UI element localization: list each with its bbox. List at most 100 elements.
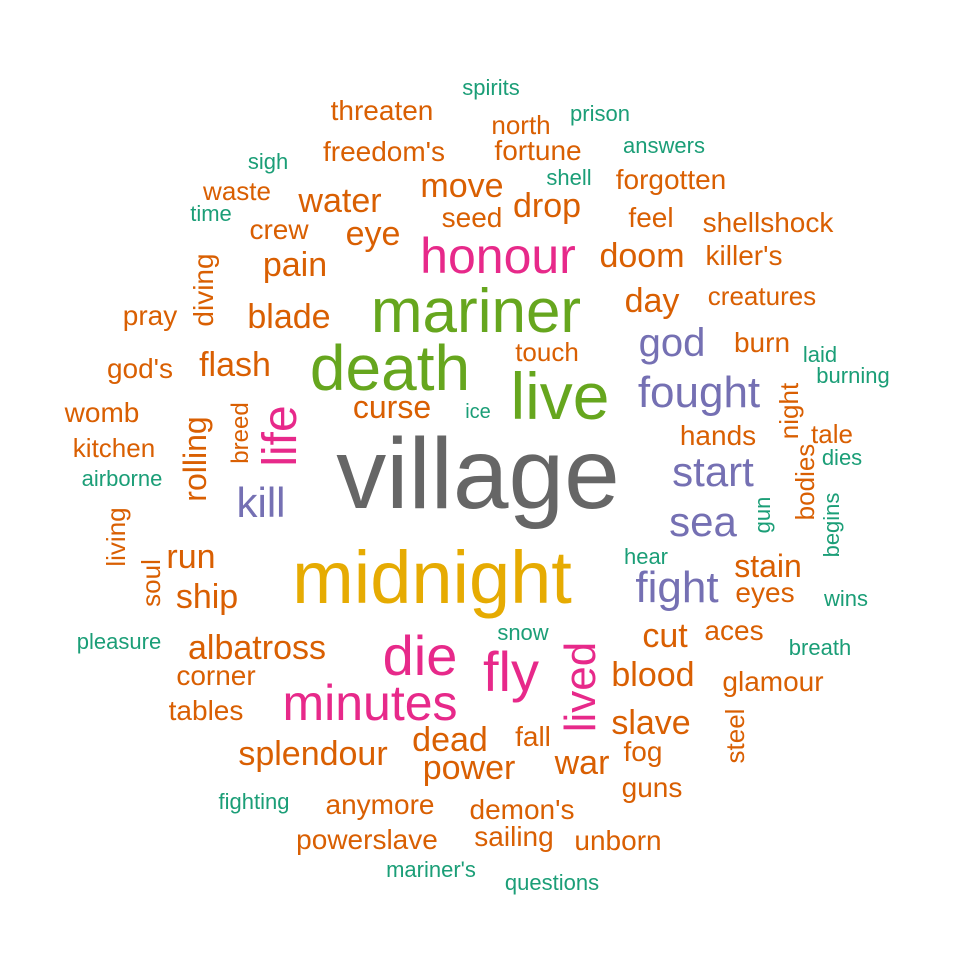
word-ice: ice (465, 401, 491, 423)
word-laid: laid (802, 342, 838, 367)
word-womb: womb (64, 397, 140, 428)
word-blade: blade (247, 298, 331, 336)
word-creatures: creatures (707, 281, 817, 311)
word-waste: waste (203, 176, 271, 206)
word-death: death (309, 332, 471, 404)
word-mariner: mariner (370, 277, 582, 346)
word-eyes: eyes (735, 577, 795, 608)
word-fog: fog (623, 736, 663, 767)
word-airborne: airborne (81, 466, 163, 491)
word-splendour: splendour (238, 735, 388, 773)
word-touch: touch (515, 337, 579, 367)
word-sailing: sailing (474, 821, 554, 852)
word-move: move (420, 167, 504, 205)
word-breath: breath (788, 635, 852, 660)
word-killer-s: killer's (705, 240, 783, 271)
word-forgotten: forgotten (615, 164, 727, 195)
word-war: war (554, 744, 610, 782)
word-powerslave: powerslave (296, 824, 438, 855)
word-wins: wins (823, 586, 869, 611)
word-time: time (190, 201, 232, 226)
word-drop: drop (512, 187, 582, 225)
word-bodies: bodies (790, 443, 820, 521)
word-run: run (166, 538, 216, 576)
word-steel: steel (720, 708, 750, 764)
word-cut: cut (642, 617, 688, 655)
word-corner: corner (176, 660, 256, 691)
word-mariner-s: mariner's (386, 857, 476, 882)
word-diving: diving (188, 253, 219, 327)
word-soul: soul (136, 559, 166, 607)
word-dies: dies (821, 445, 863, 470)
word-water: water (298, 182, 382, 220)
word-pain: pain (262, 246, 328, 284)
word-questions: questions (504, 870, 600, 895)
word-curse: curse (352, 389, 432, 425)
word-snow: snow (497, 620, 549, 645)
word-shellshock: shellshock (702, 207, 834, 238)
word-sigh: sigh (247, 149, 289, 174)
word-rolling: rolling (177, 416, 213, 502)
word-prison: prison (570, 101, 630, 126)
word-living: living (101, 507, 131, 567)
word-burn: burn (733, 327, 791, 358)
word-eye: eye (345, 215, 401, 253)
word-demon-s: demon's (469, 794, 575, 825)
word-tale: tale (811, 419, 853, 449)
word-tables: tables (168, 695, 244, 726)
word-live: live (510, 359, 610, 433)
word-albatross: albatross (188, 629, 326, 667)
word-ship: ship (175, 578, 239, 616)
word-lived: lived (556, 641, 605, 733)
word-fly: fly (483, 640, 539, 703)
word-day: day (624, 282, 680, 320)
word-sea: sea (669, 498, 737, 545)
word-night: night (774, 382, 804, 440)
word-god-s: god's (106, 353, 174, 384)
word-fought: fought (637, 368, 761, 417)
word-burning: burning (816, 363, 890, 388)
word-honour: honour (420, 228, 576, 284)
word-pray: pray (122, 300, 178, 331)
word-village: village (336, 418, 620, 530)
word-god: god (638, 321, 706, 365)
word-gun: gun (750, 496, 775, 534)
word-doom: doom (599, 237, 685, 275)
word-answers: answers (623, 133, 705, 158)
word-fall: fall (515, 721, 551, 752)
word-flash: flash (199, 346, 271, 384)
word-start: start (672, 448, 754, 495)
word-kill: kill (236, 479, 286, 526)
word-minutes: minutes (282, 675, 458, 731)
word-begins: begins (819, 492, 844, 558)
word-freedom-s: freedom's (322, 136, 446, 167)
word-threaten: threaten (330, 95, 434, 126)
word-north: north (491, 110, 551, 140)
word-fortune: fortune (494, 135, 582, 166)
word-unborn: unborn (574, 825, 662, 856)
word-fight: fight (635, 563, 719, 612)
word-kitchen: kitchen (72, 433, 156, 463)
word-crew: crew (249, 214, 309, 245)
word-hands: hands (679, 420, 757, 451)
word-die: die (382, 624, 458, 687)
word-breed: breed (227, 402, 254, 464)
word-power: power (422, 749, 516, 787)
word-seed: seed (441, 202, 503, 233)
word-feel: feel (628, 202, 674, 233)
word-dead: dead (412, 721, 488, 759)
word-guns: guns (621, 772, 683, 803)
word-life: life (254, 405, 307, 467)
word-anymore: anymore (325, 789, 435, 820)
word-pleasure: pleasure (76, 629, 162, 654)
word-slave: slave (611, 704, 691, 742)
word-hear: hear (623, 544, 669, 569)
word-glamour: glamour (722, 666, 824, 697)
word-shell: shell (546, 165, 592, 190)
word-spirits: spirits (462, 75, 520, 100)
word-stain: stain (734, 548, 802, 584)
word-fighting: fighting (218, 789, 290, 814)
word-midnight: midnight (292, 536, 572, 619)
word-aces: aces (704, 615, 764, 646)
